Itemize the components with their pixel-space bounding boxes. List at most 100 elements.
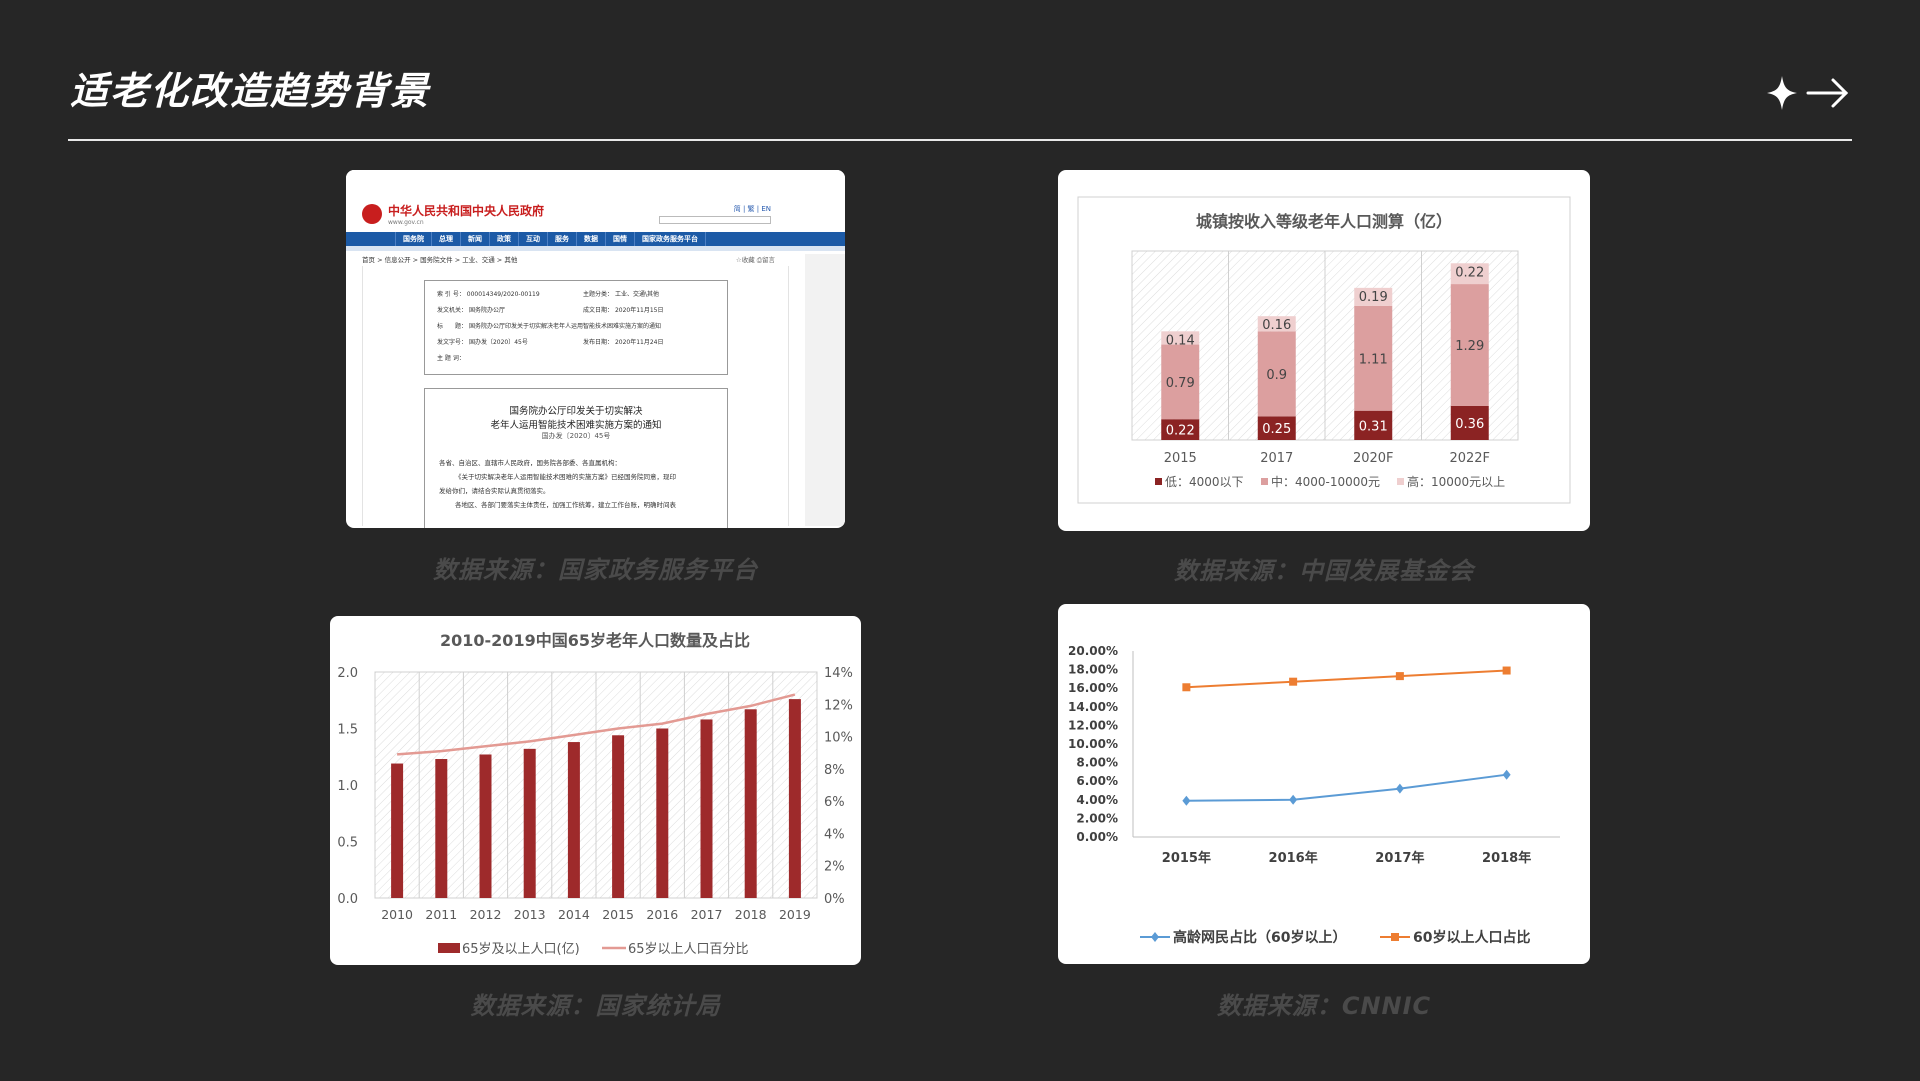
gov-nav-bar: . 国务院 总理 新闻 政策 互动 服务 数据 国情 国家政务服务平台	[346, 232, 845, 246]
data-label: 0.22	[1166, 424, 1195, 439]
gov-search-input[interactable]	[659, 216, 771, 224]
doc-notice: 国务院办公厅印发关于切实解决 老年人运用智能技术困难实施方案的通知 国办发〔20…	[424, 388, 728, 528]
gov-fav-tools[interactable]: ☆收藏 ⎙留言	[735, 256, 775, 264]
gov-nav-item[interactable]: 总理	[432, 232, 461, 246]
x-tick-label: 2011	[425, 907, 457, 922]
meta-label: 主题分类：	[583, 291, 614, 298]
x-tick-label: 2017年	[1375, 850, 1424, 866]
gov-nav-item[interactable]: 国务院	[396, 232, 432, 246]
gov-nav-item[interactable]: 数据	[577, 232, 606, 246]
bar	[656, 728, 669, 898]
bar	[700, 719, 713, 898]
caption-stats: 数据来源：国家统计局	[470, 992, 721, 1020]
data-point	[1395, 672, 1404, 681]
x-tick-label: 2017	[691, 907, 723, 922]
data-label: 0.16	[1262, 318, 1291, 333]
caption-cnnic: 数据来源：CNNIC	[1216, 992, 1432, 1020]
bar	[744, 709, 757, 898]
gov-nav-item[interactable]: 国家政务服务平台	[635, 232, 706, 246]
meta-label: 发文字号：	[437, 339, 468, 346]
gov-nav-item[interactable]: 政策	[490, 232, 519, 246]
bar	[479, 754, 492, 898]
notice-title-line-1: 国务院办公厅印发关于切实解决	[509, 406, 643, 417]
data-label: 0.19	[1359, 290, 1388, 305]
gov-nav-item[interactable]: 新闻	[461, 232, 490, 246]
gov-document-card: 中华人民共和国中央人民政府 www.gov.cn 简 | 繁 | EN . 国务…	[346, 170, 845, 528]
national-emblem-icon	[362, 204, 382, 224]
legend-label: 65岁以上人口百分比	[628, 942, 749, 957]
bar-segment	[1257, 316, 1296, 332]
breadcrumb[interactable]: 首页 > 信息公开 > 国务院文件 > 工业、交通 > 其他	[362, 256, 518, 264]
legend-label: 65岁及以上人口(亿)	[462, 942, 580, 957]
gov-header: 中华人民共和国中央人民政府 www.gov.cn 简 | 繁 | EN	[346, 170, 845, 232]
bar-segment	[1450, 405, 1489, 440]
data-label: 0.31	[1359, 419, 1388, 434]
legend-swatch	[1397, 478, 1404, 485]
bar-segment	[1161, 344, 1200, 420]
doc-meta-table: 索 引 号： 000014349/2020-00119 主题分类： 工业、交通\…	[424, 280, 728, 375]
data-label: 0.36	[1455, 417, 1484, 432]
meta-label: 发布日期：	[583, 339, 614, 346]
arrow-right-icon	[1806, 78, 1849, 108]
y-right-tick-label: 10%	[824, 731, 853, 746]
y-tick-label: 6.00%	[1076, 774, 1118, 788]
meta-label: 发文机关：	[437, 307, 468, 314]
x-tick-label: 2019	[779, 907, 811, 922]
notice-doc-no: 国办发〔2020〕45号	[541, 432, 611, 440]
data-point	[1502, 666, 1511, 675]
bar-segment	[1161, 419, 1200, 440]
meta-doc-no: 国办发〔2020〕45号	[468, 339, 528, 346]
x-tick-label: 2015年	[1162, 850, 1211, 866]
y-right-tick-label: 2%	[824, 860, 845, 875]
x-tick-label: 2010	[381, 907, 413, 922]
chart-title: 2010-2019中国65岁老年人口数量及占比	[440, 631, 750, 650]
y-tick-label: 10.00%	[1068, 737, 1118, 751]
bar-segment	[1257, 416, 1296, 440]
y-tick-label: 14.00%	[1068, 700, 1118, 714]
y-tick-label: 18.00%	[1068, 663, 1118, 677]
data-label: 0.22	[1455, 265, 1484, 280]
y-right-tick-label: 0%	[824, 892, 845, 907]
gov-nav-strip	[346, 246, 845, 251]
notice-paragraph: 《关于切实解决老年人运用智能技术困难的实施方案》已经国务院同意，现印	[455, 473, 676, 481]
gov-site-name[interactable]: 中华人民共和国中央人民政府	[388, 204, 545, 218]
x-tick-label: 2022F	[1449, 451, 1490, 466]
caption-fund: 数据来源：中国发展基金会	[1174, 557, 1474, 585]
netizen-chart-card: 0.00% 2.00% 4.00% 6.00% 8.00% 10.00% 12.00% 14.…	[1058, 604, 1590, 964]
notice-title-line-2: 老年人运用智能技术困难实施方案的通知	[490, 420, 662, 431]
gov-scrollbar[interactable]	[805, 254, 845, 526]
x-tick-label: 2015	[602, 907, 634, 922]
gov-nav-item[interactable]: 互动	[519, 232, 548, 246]
meta-pub: 2020年11月24日	[614, 339, 664, 346]
notice-paragraph: 各省、自治区、直辖市人民政府，国务院各部委、各直属机构：	[439, 459, 621, 467]
x-tick-label: 2012	[470, 907, 502, 922]
x-tick-label: 2017	[1260, 451, 1293, 466]
meta-topic: 工业、交通\其他	[614, 291, 659, 298]
gov-nav-item[interactable]: 服务	[548, 232, 577, 246]
gov-nav-item[interactable]: 国情	[606, 232, 635, 246]
income-chart-card: 城镇按收入等级老年人口测算（亿） 0.22 0.79 0.14 2015 0.25 0.9 0…	[1058, 170, 1590, 531]
y-left-tick-label: 0.0	[337, 892, 358, 907]
gov-language-tools[interactable]: 简 | 繁 | EN	[733, 205, 771, 213]
slide-title: 适老化改造趋势背景	[70, 69, 431, 113]
series-line	[1186, 669, 1507, 689]
x-tick-label: 2018年	[1482, 850, 1531, 866]
x-tick-label: 2016	[646, 907, 678, 922]
netizen-line-chart: 0.00% 2.00% 4.00% 6.00% 8.00% 10.00% 12.00% 14.…	[1068, 644, 1560, 946]
y-tick-label: 16.00%	[1068, 681, 1118, 695]
meta-label: 标 题：	[437, 323, 468, 330]
y-right-tick-label: 8%	[824, 763, 845, 778]
y-tick-label: 4.00%	[1076, 793, 1118, 807]
data-label: 0.14	[1166, 333, 1195, 348]
legend-label: 高：10000元以上	[1407, 474, 1505, 489]
chart-title: 城镇按收入等级老年人口测算（亿）	[1196, 212, 1452, 231]
y-left-tick-label: 2.0	[337, 666, 358, 681]
meta-issuer: 国务院办公厅	[468, 307, 505, 314]
gov-nav-logo-icon: .	[361, 232, 396, 246]
data-point	[1289, 677, 1298, 686]
data-label: 0.25	[1262, 422, 1291, 437]
bar-segment	[1450, 263, 1489, 285]
data-label: 1.11	[1359, 352, 1388, 367]
gov-site-url: www.gov.cn	[388, 219, 424, 226]
data-point	[1502, 769, 1511, 780]
